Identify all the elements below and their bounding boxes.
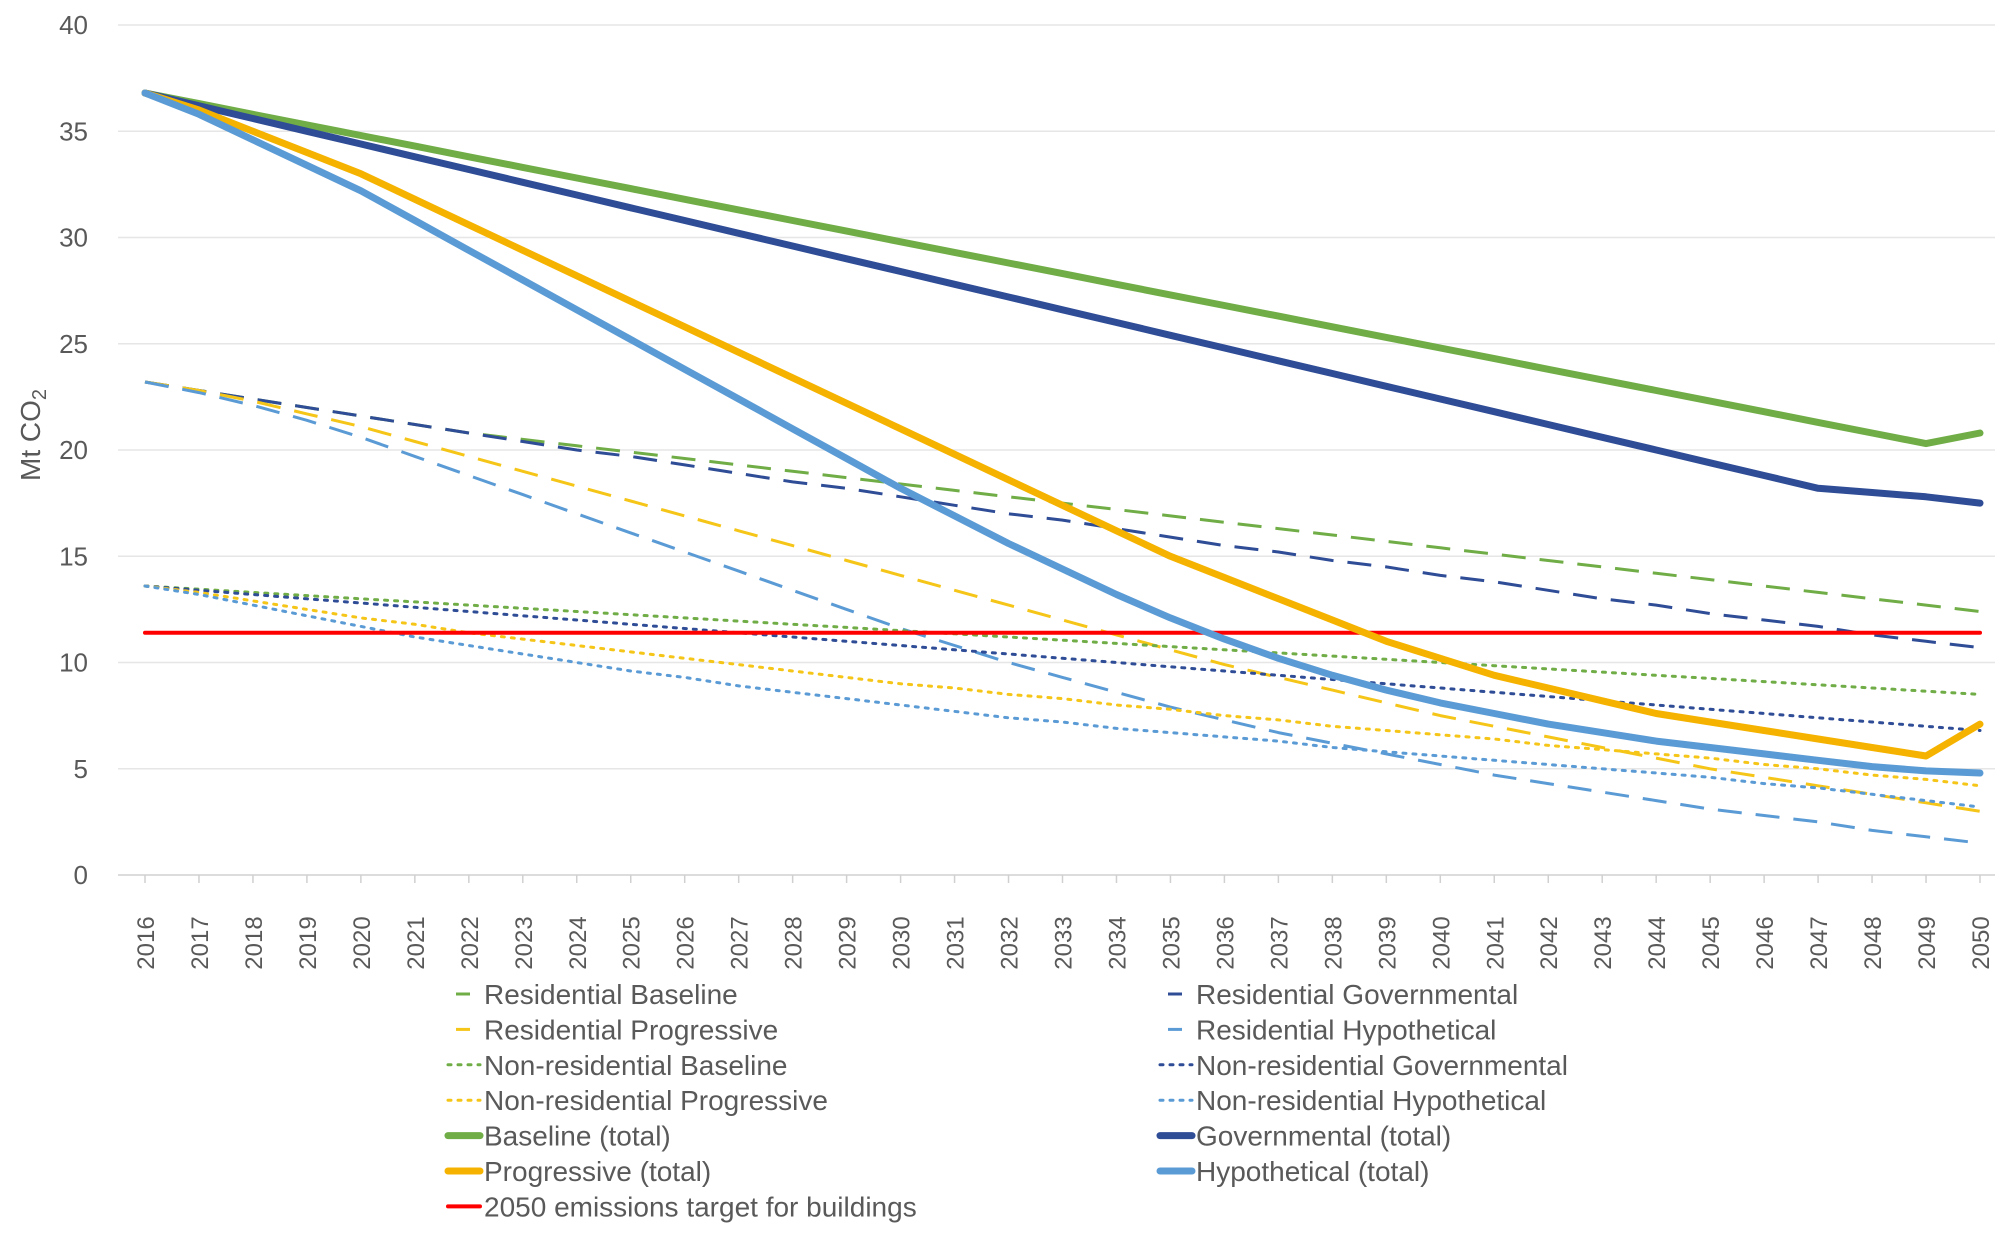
- x-tick-label: 2026: [673, 916, 700, 969]
- legend: Residential Baseline Residential Governme…: [444, 979, 1568, 1222]
- x-tick-label: 2017: [187, 916, 214, 969]
- x-tick-label: 2029: [835, 916, 862, 969]
- series-line-residential-baseline: [144, 380, 1981, 613]
- x-tick-label: 2025: [619, 916, 646, 969]
- y-tick-label: 15: [59, 541, 88, 571]
- x-tick-label: 2041: [1482, 916, 1509, 969]
- legend-label: Non-residential Hypothetical: [1196, 1085, 1546, 1116]
- x-tick-label: 2033: [1051, 916, 1078, 969]
- y-tick-label: 30: [59, 223, 88, 253]
- x-tick-label: 2030: [889, 916, 916, 969]
- series-line-residential-governmental: [144, 380, 1981, 650]
- x-axis-ticks: 2016 2017 2018 2019 2020 2021 2022 2023 2024 2025…: [133, 875, 1995, 970]
- x-tick-label: 2016: [133, 916, 160, 969]
- x-tick-label: 2034: [1104, 916, 1131, 969]
- x-tick-label: 2042: [1536, 916, 1563, 969]
- y-tick-label: 5: [74, 754, 88, 784]
- x-tick-label: 2024: [565, 916, 592, 969]
- legend-label: Governmental (total): [1196, 1121, 1451, 1152]
- legend-label: Hypothetical (total): [1196, 1156, 1429, 1187]
- x-tick-label: 2043: [1590, 916, 1617, 969]
- series-lines: [141, 89, 1984, 845]
- x-tick-label: 2044: [1644, 916, 1671, 969]
- series-line-non-residential-hypothetical: [143, 584, 1982, 809]
- series-line-non-residential-progressive: [143, 584, 1982, 788]
- legend-label: 2050 emissions target for buildings: [484, 1191, 917, 1222]
- x-tick-label: 2038: [1320, 916, 1347, 969]
- x-tick-label: 2046: [1752, 916, 1779, 969]
- x-tick-label: 2045: [1698, 916, 1725, 969]
- legend-label: Residential Progressive: [484, 1014, 778, 1045]
- x-tick-label: 2032: [997, 916, 1024, 969]
- x-tick-label: 2036: [1212, 916, 1239, 969]
- x-tick-label: 2020: [349, 916, 376, 969]
- x-tick-label: 2028: [781, 916, 808, 969]
- series-line-non-residential-governmental: [143, 584, 1982, 732]
- x-tick-label: 2031: [943, 916, 970, 969]
- legend-label: Residential Hypothetical: [1196, 1014, 1496, 1045]
- series-line-progressive-total: [141, 89, 1984, 760]
- x-tick-label: 2018: [241, 916, 268, 969]
- x-tick-label: 2019: [295, 916, 322, 969]
- x-tick-label: 2022: [457, 916, 484, 969]
- x-tick-label: 2021: [403, 916, 430, 969]
- y-tick-label: 0: [74, 860, 88, 890]
- y-axis-title: Mt CO2: [15, 389, 51, 481]
- x-tick-label: 2027: [727, 916, 754, 969]
- x-tick-label: 2049: [1914, 916, 1941, 969]
- series-line-residential-progressive: [144, 380, 1981, 813]
- x-tick-label: 2050: [1968, 916, 1995, 969]
- y-tick-label: 10: [59, 648, 88, 678]
- y-axis-ticks: 0 5 10 15 20 25 30 35 40: [59, 10, 88, 890]
- y-tick-label: 20: [59, 435, 88, 465]
- y-tick-label: 25: [59, 329, 88, 359]
- series-line-hypothetical-total: [141, 89, 1984, 777]
- legend-label: Non-residential Governmental: [1196, 1050, 1568, 1081]
- legend-label: Residential Governmental: [1196, 979, 1518, 1010]
- x-tick-label: 2039: [1374, 916, 1401, 969]
- x-tick-label: 2048: [1860, 916, 1887, 969]
- legend-label: Non-residential Progressive: [484, 1085, 828, 1116]
- y-tick-label: 35: [59, 116, 88, 146]
- x-tick-label: 2037: [1266, 916, 1293, 969]
- legend-label: Progressive (total): [484, 1156, 711, 1187]
- x-tick-label: 2035: [1158, 916, 1185, 969]
- y-tick-label: 40: [59, 10, 88, 40]
- series-line-baseline-total: [141, 89, 1984, 448]
- series-line-non-residential-baseline: [143, 584, 1982, 696]
- series-line-governmental-total: [141, 89, 1984, 507]
- legend-label: Baseline (total): [484, 1121, 671, 1152]
- x-tick-label: 2047: [1806, 916, 1833, 969]
- x-tick-label: 2023: [511, 916, 538, 969]
- legend-label: Non-residential Baseline: [484, 1050, 788, 1081]
- series-line-residential-hypothetical: [144, 380, 1981, 845]
- legend-label: Residential Baseline: [484, 979, 738, 1010]
- x-tick-label: 2040: [1428, 916, 1455, 969]
- gridlines: [118, 24, 1995, 876]
